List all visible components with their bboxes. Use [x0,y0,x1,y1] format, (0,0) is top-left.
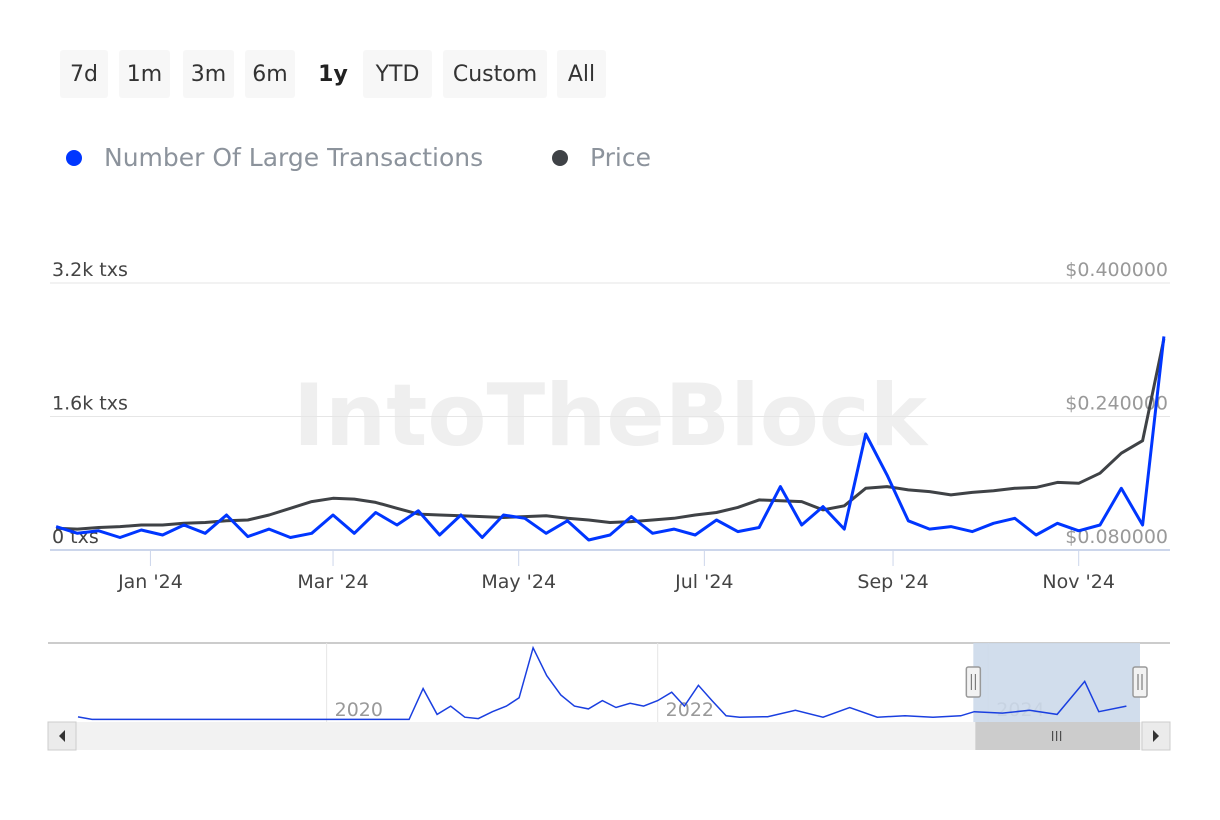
legend-dot-icon [552,149,568,166]
legend-item-price[interactable]: Price [552,143,651,172]
navigator-tick-label: 2020 [335,699,383,721]
y-right-tick-label: $0.080000 [1065,526,1168,548]
navigator-tick-label: 2022 [666,699,714,721]
legend-label: Number Of Large Transactions [104,143,484,172]
navigator-handle-left[interactable] [965,666,982,698]
y-right-tick-label: $0.400000 [1065,259,1168,281]
x-tick-label: Jul '24 [674,571,733,593]
x-tick-label: Jan '24 [117,571,183,593]
legend-item-transactions[interactable]: Number Of Large Transactions [66,143,483,172]
range-button-3m[interactable]: 3m [183,50,234,98]
arrow-left-icon [59,730,65,742]
y-right-tick-label: $0.240000 [1065,393,1168,415]
legend-dot-icon [66,149,82,166]
range-button-7d[interactable]: 7d [60,50,108,98]
navigator-selection-mask [973,643,1140,722]
legend-label: Price [590,143,651,172]
range-button-6m[interactable]: 6m [245,50,295,98]
x-tick-label: Sep '24 [857,571,928,593]
x-tick-label: May '24 [481,571,556,593]
arrow-right-icon [1153,730,1159,742]
navigator-series-line [77,645,1127,721]
x-tick-label: Mar '24 [297,571,368,593]
range-button-all[interactable]: All [557,50,606,98]
range-button-1y[interactable]: 1y [318,61,348,87]
scrollbar-thumb[interactable] [975,722,1140,750]
navigator-handle-right[interactable] [1132,666,1148,698]
y-left-tick-label: 3.2k txs [52,259,128,281]
range-button-ytd[interactable]: YTD [363,50,432,98]
range-button-custom[interactable]: Custom [443,50,547,98]
range-button-1m[interactable]: 1m [119,50,170,98]
x-tick-label: Nov '24 [1042,571,1115,593]
y-left-tick-label: 1.6k txs [52,393,128,415]
